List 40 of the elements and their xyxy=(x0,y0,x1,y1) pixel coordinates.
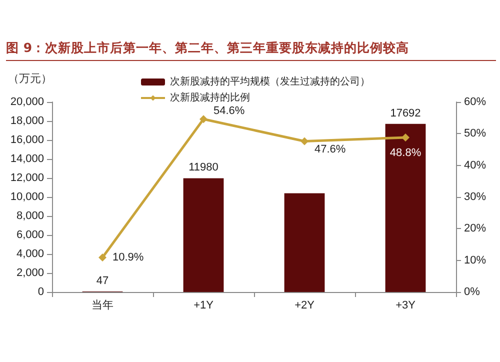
y-tick-label: 12,000 xyxy=(10,172,44,184)
point xyxy=(402,133,410,142)
y-tick-label: 0 xyxy=(38,286,44,298)
y-tick-label: 8,000 xyxy=(16,210,44,222)
legend-label: 次新股减持的比例 xyxy=(170,92,250,104)
y2-tick-label: 20% xyxy=(464,222,486,235)
x-tick-label: 当年 xyxy=(92,300,114,312)
y-tick-label: 10,000 xyxy=(10,191,44,203)
y2-tick-label: 60% xyxy=(464,96,486,108)
x-tick-label: +2Y xyxy=(294,300,316,312)
y-tick-label: 2,000 xyxy=(16,267,44,279)
y-tick-label: 18,000 xyxy=(10,115,44,127)
y2-tick-label: 10% xyxy=(464,254,486,266)
y-axis-title: （万元） xyxy=(8,72,52,85)
point xyxy=(200,115,208,124)
bar xyxy=(385,124,426,292)
y-tick-label: 6,000 xyxy=(16,229,44,241)
data-label: 11980 xyxy=(188,162,218,174)
legend-label: 次新股减持的平均规模（发生过减持的公司） xyxy=(170,76,370,88)
y-tick-label: 4,000 xyxy=(16,248,44,260)
data-label: 54.6% xyxy=(214,105,245,118)
data-label: 48.8% xyxy=(390,146,422,159)
y2-tick-label: 50% xyxy=(464,128,486,140)
y2-tick-label: 30% xyxy=(464,191,486,203)
x-tick-label: +3Y xyxy=(396,300,416,312)
bar xyxy=(183,178,224,292)
x-tick-label: +1Y xyxy=(194,300,214,312)
y2-tick-label: 40% xyxy=(464,159,486,172)
data-label: 47.6% xyxy=(314,143,346,156)
y2-tick-label: 0% xyxy=(464,286,480,298)
data-label: 17692 xyxy=(390,107,421,120)
data-label: 47 xyxy=(96,275,109,288)
point xyxy=(300,137,308,146)
point xyxy=(98,253,106,262)
y-tick-label: 20,000 xyxy=(10,96,44,108)
chart-title: 图 9：次新股上市后第一年、第二年、第三年重要股东减持的比例较高 xyxy=(6,40,496,61)
y-tick-label: 16,000 xyxy=(10,134,44,146)
bar xyxy=(284,193,325,292)
data-label: 10.9% xyxy=(112,251,144,264)
y-tick-label: 14,000 xyxy=(10,153,44,165)
